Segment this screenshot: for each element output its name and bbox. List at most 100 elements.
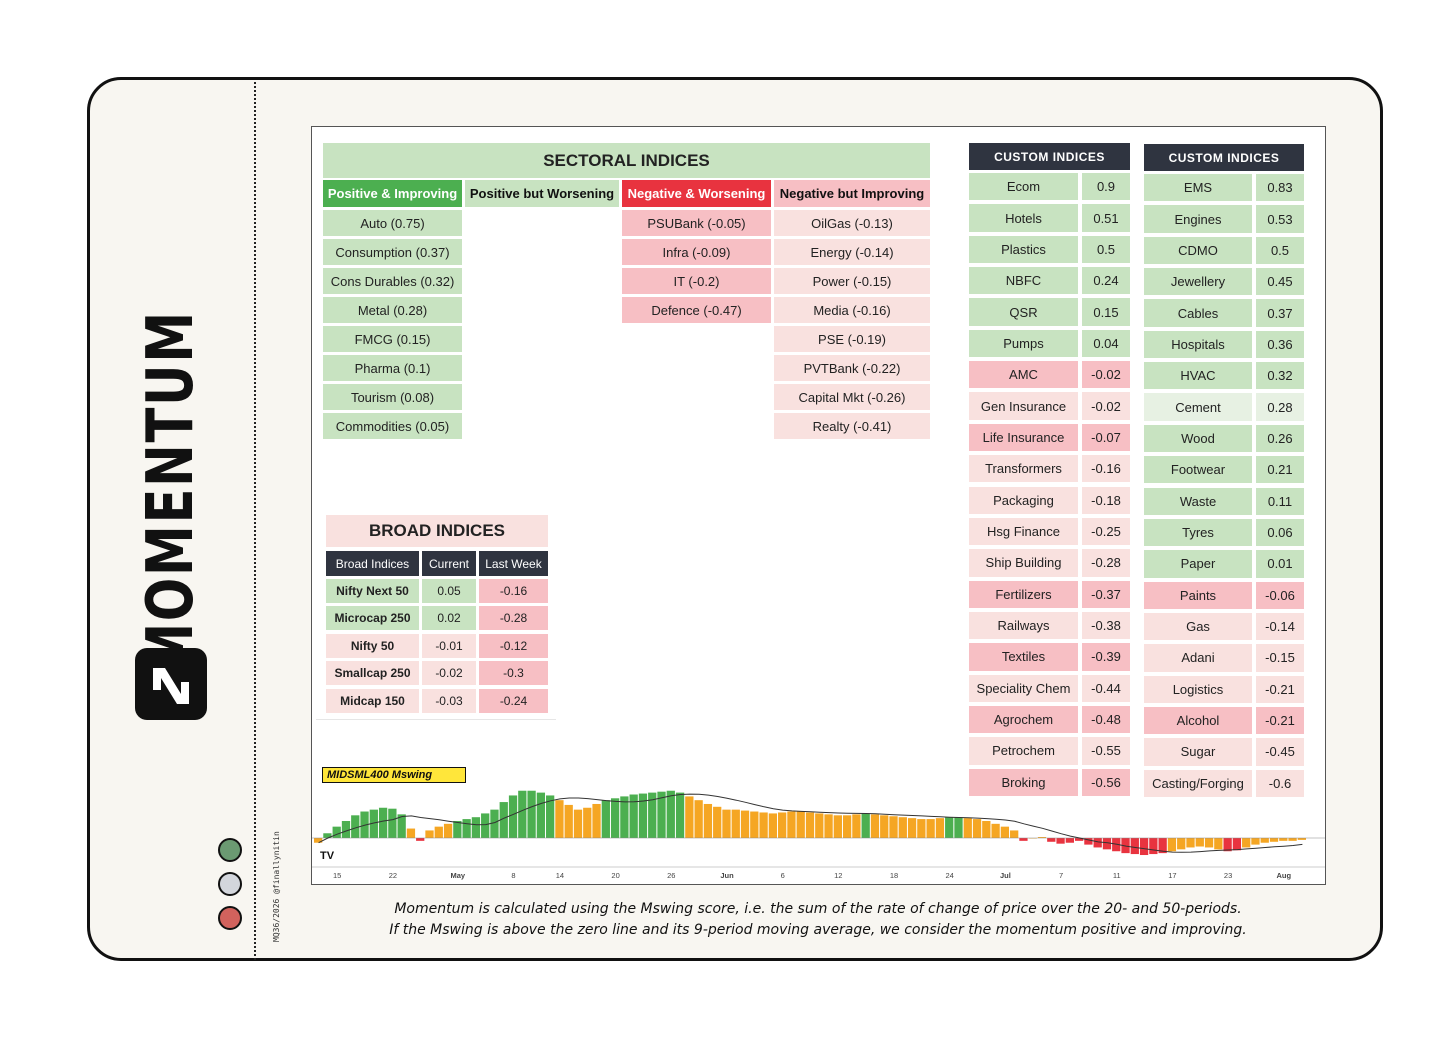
mswing-bar xyxy=(1093,838,1102,848)
mswing-bar xyxy=(685,796,694,838)
brand-logo-icon xyxy=(135,648,207,720)
sectoral-title: SECTORAL INDICES xyxy=(323,143,930,178)
custom-row-value: 0.51 xyxy=(1082,204,1130,232)
custom-row-name: Speciality Chem xyxy=(969,674,1078,702)
custom-row-value: -0.15 xyxy=(1256,644,1304,672)
mswing-bar xyxy=(434,826,443,838)
broad-header-cell: Last Week xyxy=(479,551,548,576)
custom-row-name: Jewellery xyxy=(1144,268,1252,296)
mswing-bar xyxy=(954,817,963,838)
custom-row-name: Ship Building xyxy=(969,549,1078,577)
custom-row-name: CDMO xyxy=(1144,236,1252,265)
moving-average-line xyxy=(318,793,1303,853)
x-tick-label: 22 xyxy=(389,871,397,880)
broad-row-name: Smallcap 250 xyxy=(326,661,419,686)
broad-row-name: Microcap 250 xyxy=(326,606,419,631)
custom-row-name: Transformers xyxy=(969,455,1078,483)
custom-row-name: Waste xyxy=(1144,487,1252,515)
tradingview-logo-icon: TV xyxy=(320,850,335,862)
mswing-bar xyxy=(351,815,360,838)
mswing-bar xyxy=(1186,838,1195,848)
custom-row-name: EMS xyxy=(1144,174,1252,202)
custom-row-name: HVAC xyxy=(1144,362,1252,390)
custom-row-value: -0.44 xyxy=(1082,674,1130,702)
mswing-bar xyxy=(1297,838,1306,840)
sectoral-column-header: Positive & Improving xyxy=(323,180,462,207)
custom-row-value: -0.25 xyxy=(1082,517,1130,546)
sectoral-item: PSUBank (-0.05) xyxy=(622,210,771,236)
mswing-bar xyxy=(1074,838,1084,841)
mswing-bar xyxy=(1167,838,1177,852)
x-tick-label: Aug xyxy=(1277,871,1292,880)
mswing-bar xyxy=(592,803,601,838)
custom-row-name: Hsg Finance xyxy=(969,517,1078,546)
mswing-bar xyxy=(648,792,657,838)
mswing-bar xyxy=(842,815,852,838)
mswing-bar xyxy=(787,811,796,838)
custom-row-name: Hotels xyxy=(969,204,1078,232)
custom-row-name: Agrochem xyxy=(969,705,1078,734)
mswing-bar xyxy=(917,819,926,838)
x-tick-label: 26 xyxy=(667,871,675,880)
mswing-bar xyxy=(527,790,536,838)
mswing-bar xyxy=(982,820,991,838)
custom-row-value: -0.6 xyxy=(1256,769,1304,797)
broad-row-current: 0.05 xyxy=(422,579,476,603)
custom-row-name: AMC xyxy=(969,361,1078,389)
mswing-bar xyxy=(1177,838,1186,850)
custom-row-name: Logistics xyxy=(1144,675,1252,703)
custom-row-name: Plastics xyxy=(969,235,1078,264)
custom-row-value: -0.21 xyxy=(1256,675,1304,703)
x-tick-label: 15 xyxy=(333,871,341,880)
custom-row-value: -0.55 xyxy=(1082,737,1130,765)
mswing-bar xyxy=(815,813,824,838)
mswing-bar xyxy=(935,818,945,838)
sectoral-item: PVTBank (-0.22) xyxy=(774,355,930,381)
caption-line-2: If the Mswing is above the zero line and… xyxy=(389,922,1247,938)
mswing-bar xyxy=(471,817,481,838)
sectoral-item: PSE (-0.19) xyxy=(774,326,930,352)
mswing-bar xyxy=(805,812,815,838)
mswing-bar xyxy=(675,792,685,838)
mswing-bar xyxy=(629,794,638,838)
mswing-bar xyxy=(1214,838,1223,850)
custom-row-value: -0.14 xyxy=(1256,612,1304,641)
mswing-bar xyxy=(546,795,555,838)
mswing-bar xyxy=(573,809,583,838)
custom-row-value: 0.37 xyxy=(1256,299,1304,327)
sectoral-item: Commodities (0.05) xyxy=(323,413,462,439)
sectoral-column-header: Negative but Improving xyxy=(774,180,930,207)
broad-table-rule xyxy=(316,719,556,720)
x-tick-label: 6 xyxy=(781,871,785,880)
mswing-bar xyxy=(1084,838,1093,845)
sectoral-item: Infra (-0.09) xyxy=(622,239,771,265)
custom-row-value: -0.39 xyxy=(1082,643,1130,671)
x-tick-label: May xyxy=(451,871,466,880)
sectoral-item: Capital Mkt (-0.26) xyxy=(774,384,930,410)
custom-row-value: -0.18 xyxy=(1082,486,1130,514)
mswing-bar xyxy=(898,817,907,838)
custom-row-name: Footwear xyxy=(1144,456,1252,484)
mswing-bar xyxy=(378,807,388,838)
mswing-bar xyxy=(833,815,842,838)
mswing-bar xyxy=(991,823,1000,838)
broad-title: BROAD INDICES xyxy=(326,515,548,547)
caption-line-1: Momentum is calculated using the Mswing … xyxy=(394,901,1242,917)
mswing-bar xyxy=(1158,838,1167,854)
mswing-bar xyxy=(778,812,787,838)
custom-row-value: -0.02 xyxy=(1082,392,1130,420)
custom-row-value: 0.53 xyxy=(1256,205,1304,233)
custom-row-name: Alcohol xyxy=(1144,706,1252,735)
broad-row-last-week: -0.3 xyxy=(479,661,548,686)
custom-row-name: Engines xyxy=(1144,205,1252,233)
mswing-bar xyxy=(1269,838,1279,842)
mswing-bar xyxy=(666,790,675,838)
mswing-bar xyxy=(499,802,508,838)
mswing-chart: 1522May8142026Jun6121824Jul7111723Aug713… xyxy=(312,790,1325,880)
x-tick-label: 14 xyxy=(556,871,564,880)
mswing-bar xyxy=(341,820,351,838)
mswing-bar xyxy=(1204,838,1214,848)
broad-row-current: -0.03 xyxy=(422,688,476,713)
mswing-bar xyxy=(1010,830,1019,838)
mswing-bar xyxy=(481,813,490,838)
